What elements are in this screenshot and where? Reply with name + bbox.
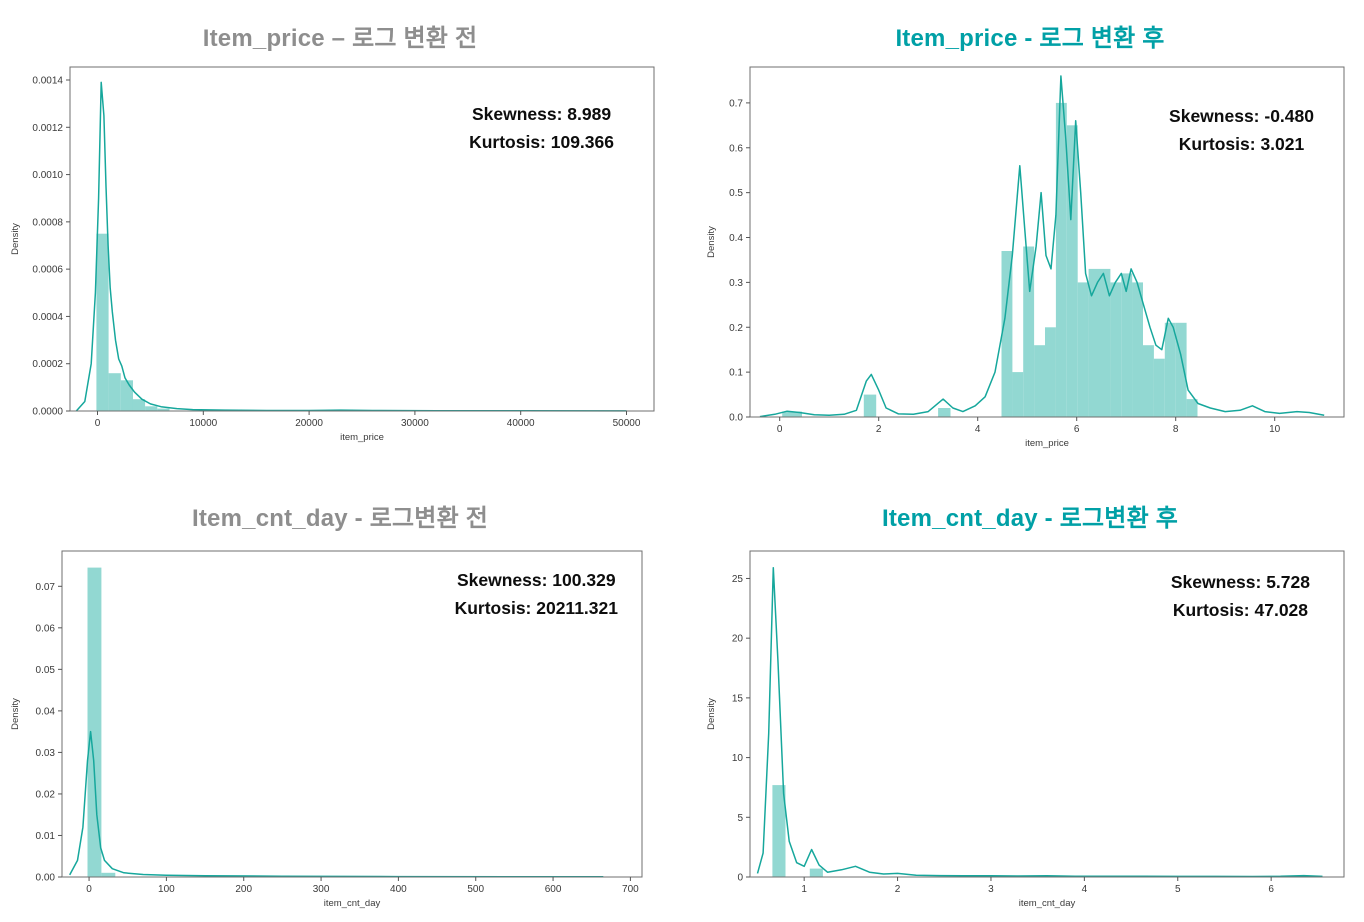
svg-text:Density: Density <box>706 698 717 730</box>
svg-text:0.06: 0.06 <box>36 623 56 634</box>
svg-text:0.0006: 0.0006 <box>32 265 63 276</box>
svg-text:300: 300 <box>313 884 330 895</box>
svg-text:200: 200 <box>235 884 252 895</box>
svg-text:2: 2 <box>895 884 901 895</box>
density-plot-item-cnt-day-after: 1 2 3 4 5 6 0 5 10 15 20 25 item_cnt_day Density <box>706 550 1345 909</box>
svg-text:4: 4 <box>1082 884 1088 895</box>
svg-text:40000: 40000 <box>507 418 535 429</box>
svg-text:3: 3 <box>988 884 994 895</box>
kurtosis-text: Kurtosis: 20211.321 <box>454 598 618 618</box>
svg-text:0.4: 0.4 <box>729 233 743 244</box>
svg-text:Density: Density <box>706 226 717 258</box>
chart-title-item-cnt-day-after: Item_cnt_day - 로그변환 후 <box>882 505 1178 532</box>
chart-title-item-price-before: Item_price – 로그 변환 전 <box>202 25 478 52</box>
svg-text:25: 25 <box>732 574 744 585</box>
stats-annotation: Skewness: -0.480 Kurtosis: 3.021 <box>1169 102 1314 158</box>
svg-text:20: 20 <box>732 634 744 645</box>
chart-title-item-price-after: Item_price - 로그 변환 후 <box>895 25 1165 52</box>
skewness-text: Skewness: 5.728 <box>1170 572 1310 592</box>
svg-text:100: 100 <box>158 884 175 895</box>
svg-text:0.0008: 0.0008 <box>32 217 63 228</box>
svg-text:0.3: 0.3 <box>729 278 743 289</box>
svg-text:Density: Density <box>10 698 21 730</box>
svg-text:0.0010: 0.0010 <box>32 170 63 181</box>
svg-text:0.02: 0.02 <box>36 789 56 800</box>
svg-text:0: 0 <box>777 424 783 435</box>
svg-text:0.0: 0.0 <box>729 413 743 424</box>
kurtosis-text: Kurtosis: 109.366 <box>469 132 614 152</box>
stats-annotation: Skewness: 100.329 Kurtosis: 20211.321 <box>455 566 618 622</box>
svg-text:item_cnt_day: item_cnt_day <box>1019 898 1076 909</box>
svg-text:0.00: 0.00 <box>36 873 56 884</box>
svg-text:5: 5 <box>737 813 743 824</box>
stats-annotation: Skewness: 5.728 Kurtosis: 47.028 <box>1171 568 1310 624</box>
svg-text:0.5: 0.5 <box>729 188 743 199</box>
svg-text:20000: 20000 <box>295 418 323 429</box>
svg-text:0.2: 0.2 <box>729 323 743 334</box>
density-plot-item-price-after: 0 2 4 6 8 10 0.0 0.1 0.2 0.3 0.4 0.5 0.6 0.7 item_pric… <box>706 66 1345 449</box>
svg-text:item_price: item_price <box>1025 438 1069 449</box>
svg-text:400: 400 <box>390 884 407 895</box>
panel-item-price-before-log: Item_price – 로그 변환 전 Skewness: 8.989 Kur… <box>4 4 676 470</box>
svg-text:0.7: 0.7 <box>729 98 743 109</box>
svg-text:0.01: 0.01 <box>36 831 56 842</box>
svg-text:0.04: 0.04 <box>36 706 56 717</box>
svg-text:4: 4 <box>975 424 981 435</box>
panel-item-cnt-day-after-log: Item_cnt_day - 로그변환 후 Skewness: 5.728 Ku… <box>700 484 1360 918</box>
svg-text:0.05: 0.05 <box>36 665 56 676</box>
svg-text:0: 0 <box>737 873 743 884</box>
svg-text:6: 6 <box>1074 424 1080 435</box>
svg-text:700: 700 <box>622 884 639 895</box>
svg-text:10: 10 <box>732 753 744 764</box>
svg-text:item_cnt_day: item_cnt_day <box>324 898 381 909</box>
panel-item-price-after-log: Item_price - 로그 변환 후 Skewness: -0.480 Ku… <box>700 4 1360 470</box>
skewness-text: Skewness: 100.329 <box>456 570 616 590</box>
svg-text:0.07: 0.07 <box>36 582 56 593</box>
svg-text:500: 500 <box>467 884 484 895</box>
svg-text:Density: Density <box>10 223 21 255</box>
svg-text:5: 5 <box>1175 884 1181 895</box>
panel-item-cnt-day-before-log: Item_cnt_day - 로그변환 전 Skewness: 100.329 … <box>4 484 676 918</box>
svg-text:0.6: 0.6 <box>729 143 743 154</box>
svg-text:0.0000: 0.0000 <box>32 407 63 418</box>
svg-text:0: 0 <box>95 418 101 429</box>
svg-text:10000: 10000 <box>189 418 217 429</box>
stats-annotation: Skewness: 8.989 Kurtosis: 109.366 <box>469 100 614 156</box>
skewness-text: Skewness: 8.989 <box>471 104 612 124</box>
svg-text:0: 0 <box>86 884 92 895</box>
svg-text:600: 600 <box>545 884 562 895</box>
svg-text:8: 8 <box>1173 424 1179 435</box>
kurtosis-text: Kurtosis: 47.028 <box>1172 600 1309 620</box>
skewness-text: Skewness: -0.480 <box>1169 106 1314 126</box>
svg-text:1: 1 <box>801 884 807 895</box>
svg-text:0.0004: 0.0004 <box>32 312 63 323</box>
svg-text:10: 10 <box>1269 424 1281 435</box>
svg-text:2: 2 <box>876 424 882 435</box>
svg-text:50000: 50000 <box>613 418 641 429</box>
density-plot-item-cnt-day-before: 0 100 200 300 400 500 600 700 0.00 0.01 0.02 0.03 0.… <box>10 550 643 909</box>
density-plot-item-price-before: 0 10000 20000 30000 40000 50000 0.0000 0.0002 0.… <box>10 66 655 443</box>
chart-title-item-cnt-day-before: Item_cnt_day - 로그변환 전 <box>192 505 488 532</box>
svg-text:6: 6 <box>1268 884 1274 895</box>
svg-text:15: 15 <box>732 693 744 704</box>
svg-text:0.1: 0.1 <box>729 368 743 379</box>
kurtosis-text: Kurtosis: 3.021 <box>1178 134 1305 154</box>
svg-text:0.0014: 0.0014 <box>32 76 63 87</box>
svg-text:0.0012: 0.0012 <box>32 123 63 134</box>
svg-text:item_price: item_price <box>340 432 384 443</box>
svg-text:0.03: 0.03 <box>36 748 56 759</box>
svg-text:30000: 30000 <box>401 418 429 429</box>
svg-text:0.0002: 0.0002 <box>32 359 63 370</box>
